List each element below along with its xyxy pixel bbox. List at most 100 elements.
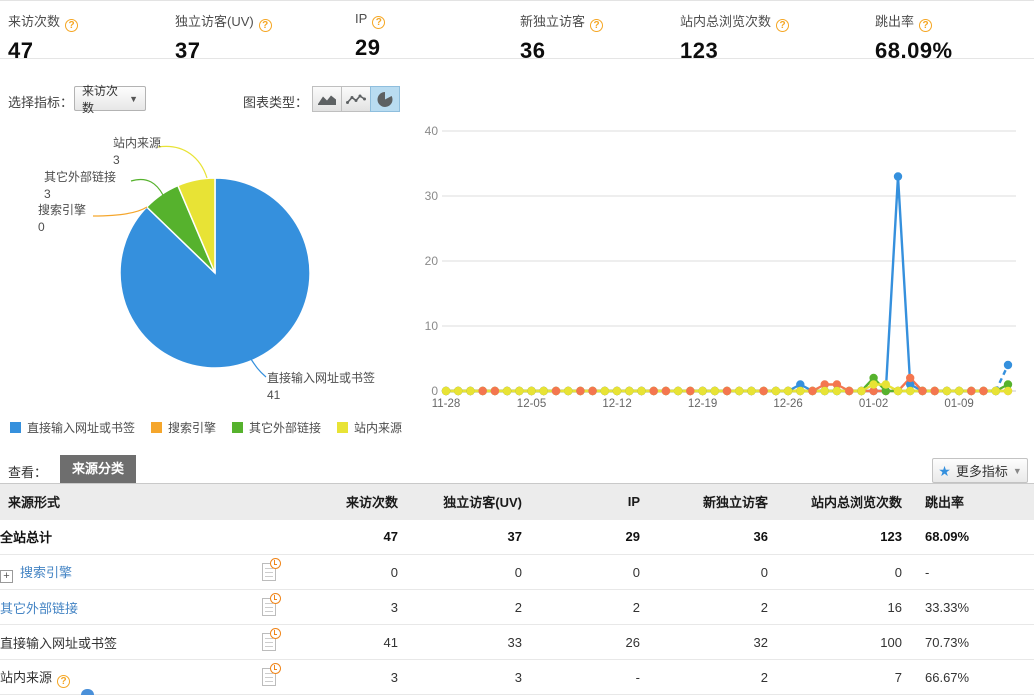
view-label: 查看： <box>8 465 48 480</box>
chart-type-area-button[interactable] <box>312 86 342 112</box>
cell-value: 123 <box>768 519 902 555</box>
cell-value: 16 <box>768 589 902 625</box>
cell-value: 68.09% <box>902 519 1034 555</box>
legend-label: 搜索引擎 <box>168 421 217 435</box>
legend-item: 直接输入网址或书签 <box>10 419 135 436</box>
cell-value: 41 <box>310 624 398 660</box>
metric-dropdown[interactable]: 来访次数 ▼ <box>74 84 146 115</box>
more-metrics-label: 更多指标 <box>955 464 1008 479</box>
svg-text:0: 0 <box>431 384 438 398</box>
stat-block: 跳出率? 68.09% <box>875 11 953 64</box>
trend-line-chart[interactable]: 0 10 20 30 40 11-28 12-05 12-12 12-19 12-26 01-02 0… <box>418 116 1030 416</box>
pie-chart-icon <box>377 91 393 107</box>
history-trend-icon[interactable] <box>262 593 281 616</box>
help-icon[interactable]: ? <box>919 19 933 32</box>
svg-text:12-12: 12-12 <box>602 398 631 410</box>
clock-icon <box>270 558 281 569</box>
cell-value: 2 <box>522 589 640 625</box>
stat-value: 47 <box>8 38 34 63</box>
svg-text:01-09: 01-09 <box>944 398 973 410</box>
pie-slice[interactable] <box>176 177 216 274</box>
legend-swatch <box>337 422 349 433</box>
clock-icon <box>270 663 281 674</box>
stat-label: 来访次数? <box>8 11 79 32</box>
stats-divider <box>0 58 1034 59</box>
stat-block: 新独立访客? 36 <box>520 11 604 64</box>
cell-value: 0 <box>640 554 768 590</box>
cell-source-name: 站内来源? <box>0 659 310 695</box>
stat-block: 站内总浏览次数? 123 <box>680 11 790 64</box>
history-trend-icon[interactable] <box>262 628 281 651</box>
cell-value: 0 <box>310 554 398 590</box>
table-header-row: 来源形式 来访次数 独立访客(UV) IP 新独立访客 站内总浏览次数 跳出率 <box>0 483 1034 520</box>
chart-legend: 直接输入网址或书签 搜索引擎 其它外部链接 站内来源 <box>10 419 402 436</box>
clipped-element <box>81 689 94 695</box>
column-header: 来源形式 <box>0 483 310 520</box>
history-trend-icon[interactable] <box>262 663 281 686</box>
cell-source-name: 直接输入网址或书签 <box>0 624 310 660</box>
metric-dropdown-value: 来访次数 <box>82 83 119 115</box>
stat-label: 站内总浏览次数? <box>680 11 790 32</box>
history-trend-icon[interactable] <box>262 558 281 581</box>
cell-value: 3 <box>310 659 398 695</box>
callout-line-direct <box>248 355 267 378</box>
svg-text:40: 40 <box>425 124 439 138</box>
line-chart-icon <box>346 94 366 104</box>
cell-value: 47 <box>310 519 398 555</box>
chart-type-pie-button[interactable] <box>370 86 400 112</box>
source-link[interactable]: 其它外部链接 <box>0 600 79 616</box>
source-name: 直接输入网址或书签 <box>0 635 118 651</box>
svg-text:10: 10 <box>425 319 439 333</box>
cell-value: 36 <box>640 519 768 555</box>
help-icon[interactable]: ? <box>372 16 386 29</box>
help-icon[interactable]: ? <box>590 19 604 32</box>
tab-source-category[interactable]: 来源分类 <box>60 455 137 483</box>
expand-button[interactable]: + <box>0 569 13 583</box>
column-header: 来访次数 <box>310 483 398 520</box>
cell-value: 2 <box>398 589 522 625</box>
svg-text:30: 30 <box>425 189 439 203</box>
table-row: 直接输入网址或书签 41 33 26 32 100 70.73% <box>0 624 1034 660</box>
table-row: + 搜索引擎 0 0 0 0 0- <box>0 554 1034 590</box>
chart-type-line-button[interactable] <box>341 86 371 112</box>
stat-value: 36 <box>520 38 546 63</box>
cell-value: 2 <box>640 659 768 695</box>
legend-swatch <box>10 422 21 433</box>
cell-value: 26 <box>522 624 640 660</box>
stat-label: 跳出率? <box>875 11 953 32</box>
svg-text:11-28: 11-28 <box>432 398 461 410</box>
legend-item: 其它外部链接 <box>232 419 321 436</box>
chevron-down-icon: ▼ <box>1012 465 1022 476</box>
cell-source-name: 其它外部链接 <box>0 589 310 625</box>
cell-value: 100 <box>768 624 902 660</box>
help-icon[interactable]: ? <box>776 19 790 32</box>
clock-icon <box>270 628 281 639</box>
column-header: 跳出率 <box>902 483 1034 520</box>
source-link[interactable]: 搜索引擎 <box>20 564 73 580</box>
table-row: 全站总计 47 37 29 36 123 68.09% <box>0 519 1034 555</box>
legend-swatch <box>151 422 163 433</box>
svg-text:12-05: 12-05 <box>517 398 546 410</box>
star-icon: ★ <box>938 462 951 479</box>
zero-dots-overlay <box>478 386 988 396</box>
help-icon[interactable]: ? <box>65 19 79 32</box>
stat-value: 37 <box>175 38 201 63</box>
pie-label-search: 搜索引擎 0 <box>38 203 87 234</box>
svg-text:12-26: 12-26 <box>773 398 802 410</box>
help-icon[interactable]: ? <box>258 19 272 32</box>
source-name: 全站总计 <box>0 530 53 546</box>
legend-item: 站内来源 <box>337 419 402 436</box>
cell-value: 33.33% <box>902 589 1034 625</box>
pie-label-direct: 直接输入网址或书签 41 <box>267 371 376 402</box>
area-chart-icon <box>318 95 336 105</box>
cell-value: 33 <box>398 624 522 660</box>
help-icon[interactable]: ? <box>57 674 71 688</box>
cell-value: 37 <box>398 519 522 555</box>
pie-chart[interactable] <box>0 121 420 413</box>
legend-item: 搜索引擎 <box>151 419 216 436</box>
stat-block: 独立访客(UV)? 37 <box>175 11 272 64</box>
stat-value: 123 <box>680 38 719 63</box>
more-metrics-button[interactable]: ★ 更多指标 ▼ <box>932 458 1028 483</box>
chart-type-label: 图表类型： <box>243 95 309 110</box>
chevron-down-icon: ▼ <box>129 93 138 104</box>
